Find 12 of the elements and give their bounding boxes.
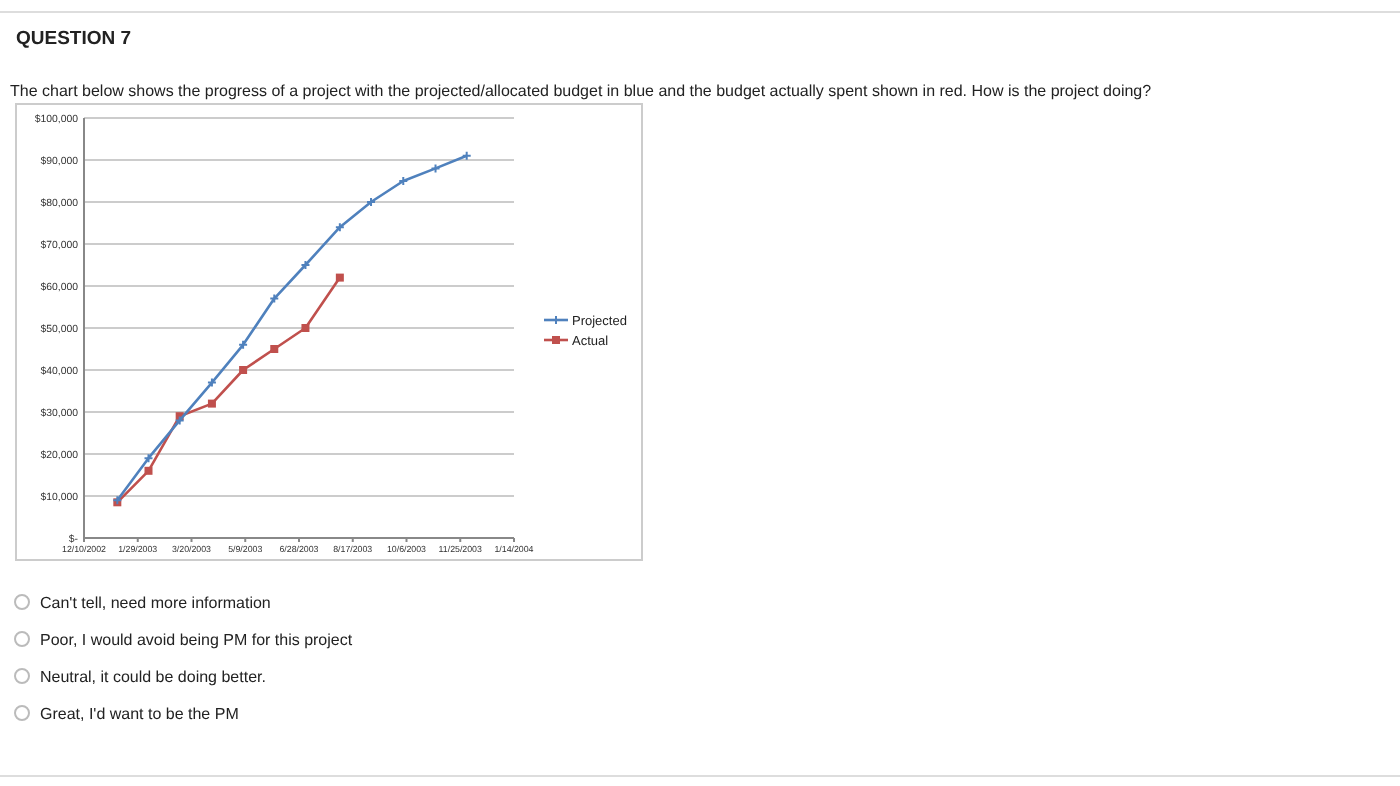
text: Poor, I would avoid being PM for this project — [40, 631, 354, 649]
text: Neutral, it could be doing better. — [40, 668, 266, 686]
point — [270, 345, 279, 353]
point — [144, 466, 153, 475]
chart-title: QUESTION 7 — [16, 28, 132, 50]
point — [301, 324, 310, 332]
text: Can't tell, need more information — [40, 594, 271, 612]
text: The chart below shows the progress of a project with the projected/allocated budget in blue and the budget actually spent shown in red. How is the project doing? — [10, 82, 1153, 100]
point — [207, 399, 216, 408]
text: Great, I'd want to be the PM — [40, 705, 240, 723]
point — [335, 273, 344, 282]
point — [239, 366, 248, 374]
